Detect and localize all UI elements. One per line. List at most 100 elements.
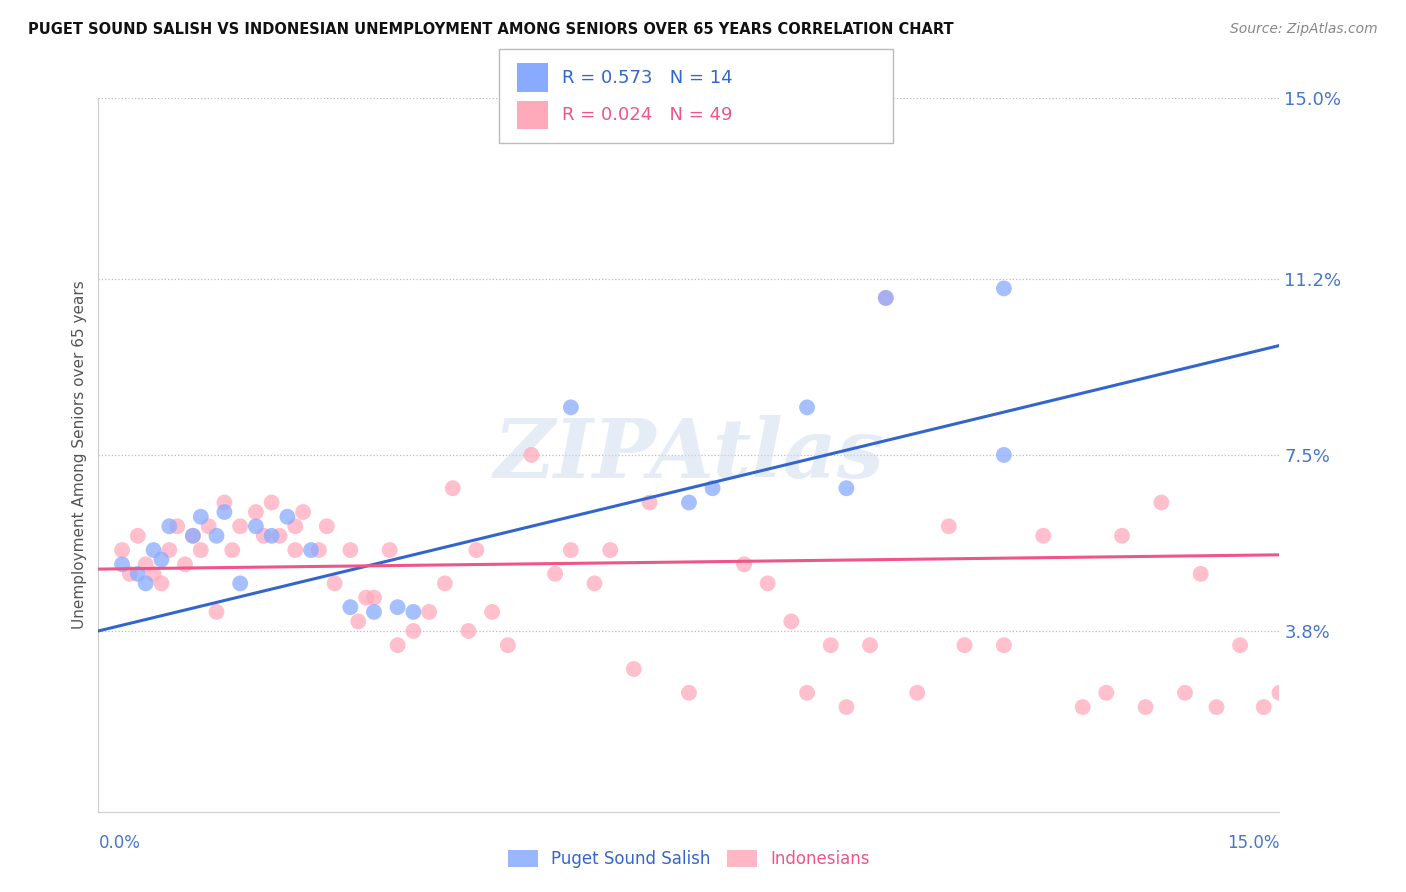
Point (560, 543, 582, 558)
Point (142, 566, 165, 581)
Point (638, 495, 661, 509)
Point (190, 543, 212, 558)
Point (481, 605, 503, 619)
Point (780, 615, 803, 629)
Point (560, 401, 582, 415)
Point (135, 558, 157, 572)
Legend: Puget Sound Salish, Indonesians: Puget Sound Salish, Indonesians (501, 843, 877, 875)
Point (796, 401, 818, 415)
Point (599, 543, 621, 558)
Point (1229, 638, 1251, 652)
Point (387, 600, 409, 615)
Point (118, 566, 141, 581)
Point (583, 576, 606, 591)
Point (702, 481, 724, 495)
Point (905, 686, 928, 700)
Point (457, 624, 479, 638)
Text: 15.0%: 15.0% (1227, 834, 1279, 852)
Point (1032, 529, 1054, 543)
Point (308, 543, 330, 558)
Point (221, 543, 243, 558)
Point (276, 509, 298, 524)
Point (205, 605, 228, 619)
Point (835, 700, 858, 714)
Point (993, 448, 1015, 462)
Point (181, 529, 204, 543)
Point (1174, 686, 1197, 700)
Point (796, 686, 818, 700)
Point (835, 481, 858, 495)
Point (678, 495, 700, 509)
Point (993, 281, 1015, 295)
Point (496, 638, 519, 652)
Point (166, 519, 188, 533)
Point (150, 576, 173, 591)
Point (859, 638, 882, 652)
Point (253, 529, 276, 543)
Point (111, 558, 134, 572)
Point (756, 576, 779, 591)
Point (387, 638, 409, 652)
Point (433, 576, 456, 591)
Point (214, 495, 236, 509)
Point (284, 519, 307, 533)
Point (363, 591, 385, 605)
Point (260, 529, 283, 543)
Point (205, 529, 228, 543)
Point (197, 519, 219, 533)
Point (402, 605, 425, 619)
Point (875, 291, 897, 305)
Point (174, 558, 197, 572)
Y-axis label: Unemployment Among Seniors over 65 years: Unemployment Among Seniors over 65 years (72, 281, 87, 629)
Point (292, 505, 315, 519)
Text: R = 0.024   N = 49: R = 0.024 N = 49 (562, 106, 733, 124)
Point (1071, 700, 1094, 714)
Point (245, 505, 267, 519)
Point (284, 543, 307, 558)
Point (181, 529, 204, 543)
Point (127, 566, 149, 581)
Point (363, 605, 385, 619)
Point (229, 576, 252, 591)
Point (441, 481, 464, 495)
Point (678, 686, 700, 700)
Point (378, 543, 401, 558)
Point (157, 519, 180, 533)
Point (269, 529, 291, 543)
Point (127, 529, 149, 543)
Point (1095, 686, 1118, 700)
Point (214, 505, 236, 519)
Point (1111, 529, 1133, 543)
Point (820, 638, 842, 652)
Point (315, 519, 337, 533)
Point (1150, 495, 1173, 509)
Text: Source: ZipAtlas.com: Source: ZipAtlas.com (1230, 22, 1378, 37)
Point (339, 543, 361, 558)
Point (157, 543, 180, 558)
Point (1189, 566, 1212, 581)
Point (418, 605, 440, 619)
Point (1253, 700, 1275, 714)
Point (135, 576, 157, 591)
Point (150, 552, 173, 566)
Point (347, 615, 370, 629)
Point (544, 566, 567, 581)
Point (623, 662, 645, 676)
Point (1135, 700, 1157, 714)
Text: ZIPAtlas: ZIPAtlas (494, 415, 884, 495)
Point (875, 291, 897, 305)
Point (245, 519, 267, 533)
Text: 0.0%: 0.0% (98, 834, 141, 852)
Point (260, 495, 283, 509)
Point (190, 509, 212, 524)
Point (1268, 686, 1291, 700)
Point (953, 638, 976, 652)
Point (520, 448, 543, 462)
Point (111, 543, 134, 558)
Text: PUGET SOUND SALISH VS INDONESIAN UNEMPLOYMENT AMONG SENIORS OVER 65 YEARS CORREL: PUGET SOUND SALISH VS INDONESIAN UNEMPLO… (28, 22, 953, 37)
Point (339, 600, 361, 615)
Point (402, 624, 425, 638)
Point (938, 519, 960, 533)
Point (323, 576, 346, 591)
Point (1205, 700, 1227, 714)
